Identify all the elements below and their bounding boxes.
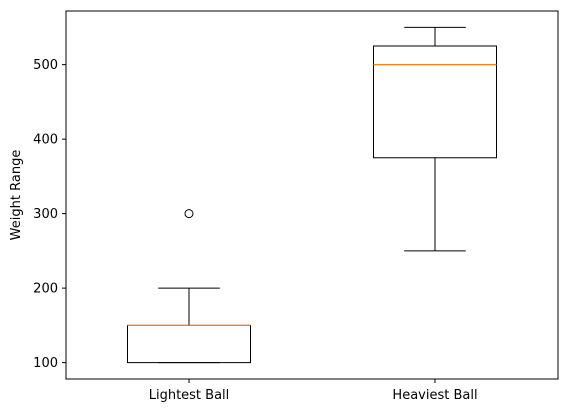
y-tick-label: 300 (33, 207, 58, 222)
outlier-point (184, 209, 194, 219)
y-axis-label: Weight Range (9, 150, 24, 241)
x-axis: Lightest Ball Heaviest Ball (149, 379, 478, 403)
boxes (127, 26, 497, 364)
y-tick-label: 400 (33, 133, 58, 148)
box-group (127, 209, 251, 364)
box-iqr (373, 45, 497, 159)
x-tick-label: Heaviest Ball (392, 388, 477, 403)
box-iqr (127, 324, 251, 364)
x-tick-label: Lightest Ball (149, 388, 230, 403)
plot-frame (65, 10, 559, 380)
y-tick-label: 200 (33, 282, 58, 297)
box-group (373, 26, 497, 252)
y-tick-label: 500 (33, 58, 58, 73)
y-tick-label: 100 (33, 356, 58, 371)
y-axis: 100 200 300 400 500 (33, 58, 66, 371)
